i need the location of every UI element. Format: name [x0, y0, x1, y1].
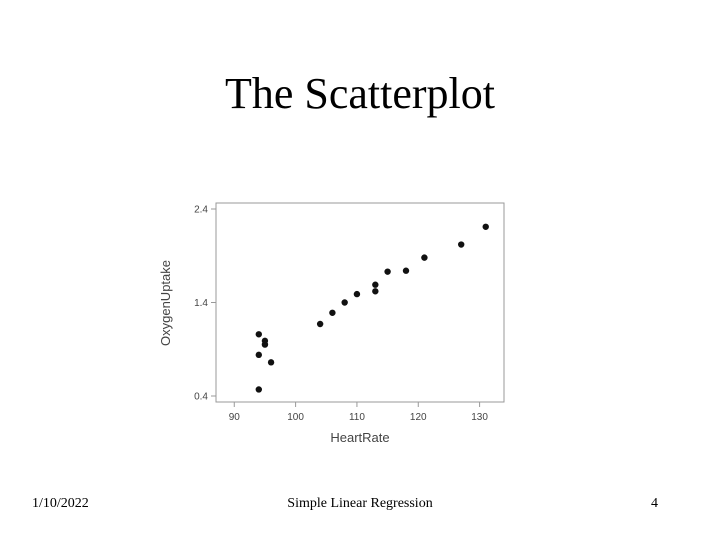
data-point	[482, 223, 489, 230]
data-points	[255, 223, 489, 393]
data-point	[255, 386, 262, 393]
x-tick-label: 90	[229, 412, 241, 423]
plot-frame	[215, 202, 505, 403]
slide-title: The Scatterplot	[224, 69, 495, 118]
data-point	[255, 351, 262, 359]
footer-title: Simple Linear Regression	[287, 496, 433, 511]
data-point	[267, 359, 275, 366]
data-point	[316, 320, 324, 328]
y-tick-label: 0.4	[194, 392, 208, 403]
footer-date: 1/10/2022	[32, 496, 89, 511]
data-point	[421, 254, 428, 261]
data-point	[329, 309, 336, 316]
y-tick-label: 1.4	[194, 298, 208, 309]
data-point	[458, 241, 465, 248]
page-number: 4	[651, 496, 658, 511]
x-tick-label: 100	[287, 412, 304, 423]
x-tick-label: 120	[410, 412, 427, 423]
y-axis-ticks: 0.4 1.4 2.4	[194, 205, 216, 403]
data-point	[372, 288, 379, 295]
data-point	[341, 299, 348, 306]
data-point	[384, 268, 391, 275]
x-axis-ticks: 90 100 110 120 130	[229, 402, 488, 423]
data-point	[353, 290, 361, 298]
y-tick-label: 2.4	[194, 205, 208, 216]
data-point	[261, 337, 269, 345]
y-axis-label: OxygenUptake	[158, 260, 173, 346]
data-point	[372, 281, 379, 288]
data-point	[255, 331, 262, 338]
x-axis-label: HeartRate	[330, 430, 389, 445]
x-tick-label: 110	[349, 412, 365, 423]
x-tick-label: 130	[471, 412, 488, 423]
data-point	[402, 267, 410, 274]
